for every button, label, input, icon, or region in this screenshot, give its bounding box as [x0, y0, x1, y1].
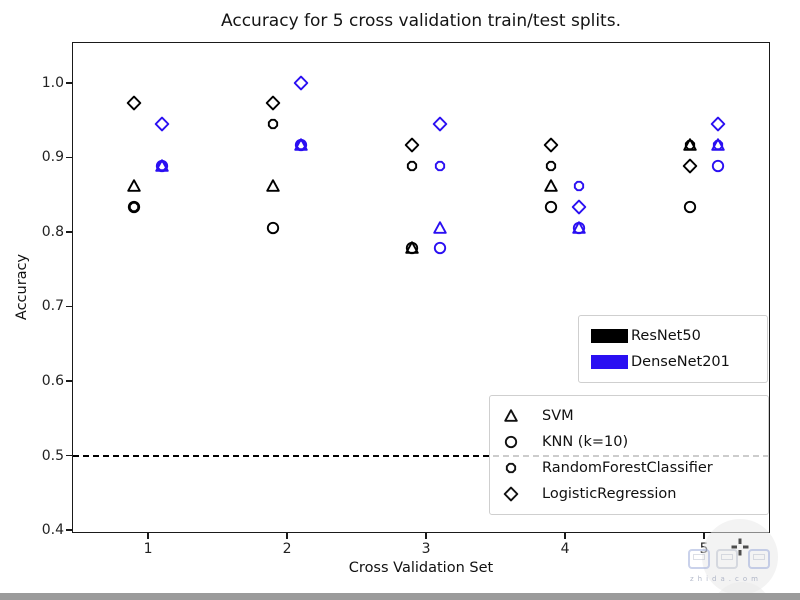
legend-classifier-item: SVM	[502, 403, 756, 429]
y-tick-label: 0.9	[41, 149, 64, 166]
marker-DenseNet201-SVM-split3	[431, 219, 449, 237]
marker-ResNet50-RandomForestClassifier-split4	[542, 157, 560, 175]
x-tick	[564, 533, 566, 539]
y-tick	[66, 454, 72, 457]
marker-ResNet50-KNNk10-split5	[681, 198, 699, 216]
legend-classifier-item: LogisticRegression	[502, 481, 756, 507]
y-tick-label: 0.5	[41, 447, 64, 464]
x-tick-label: 2	[282, 541, 292, 557]
marker-ResNet50-RandomForestClassifier-split1	[125, 198, 143, 216]
marker-DenseNet201-RandomForestClassifier-split2	[292, 136, 310, 154]
marker-DenseNet201-LogisticRegression-split1	[153, 115, 171, 133]
y-tick-label: 1.0	[41, 74, 64, 91]
marker-DenseNet201-LogisticRegression-split2	[292, 74, 310, 92]
marker-DenseNet201-RandomForestClassifier-split5	[709, 136, 727, 154]
watermark-glyph	[688, 549, 710, 569]
marker-ResNet50-KNNk10-split2	[264, 219, 282, 237]
marker-ResNet50-RandomForestClassifier-split3	[403, 157, 421, 175]
watermark-glyph	[748, 549, 770, 569]
y-tick-label: 0.8	[41, 223, 64, 240]
triangle-marker-icon	[502, 407, 542, 425]
y-tick	[66, 380, 72, 382]
marker-DenseNet201-LogisticRegression-split4	[570, 198, 588, 216]
legend-classifier-label: LogisticRegression	[542, 486, 677, 502]
marker-ResNet50-KNNk10-split4	[542, 198, 560, 216]
y-tick	[66, 82, 72, 84]
marker-ResNet50-LogisticRegression-split4	[542, 136, 560, 154]
marker-DenseNet201-KNNk10-split4	[570, 219, 588, 237]
y-tick-label: 0.6	[41, 373, 64, 389]
move-crosshair-icon	[731, 538, 749, 556]
baseline-0.5-line	[73, 454, 769, 457]
marker-DenseNet201-KNNk10-split5	[709, 157, 727, 175]
y-tick	[66, 529, 72, 531]
marker-DenseNet201-RandomForestClassifier-split1	[153, 157, 171, 175]
marker-ResNet50-LogisticRegression-split5	[681, 157, 699, 175]
x-tick	[286, 533, 288, 539]
marker-ResNet50-RandomForestClassifier-split2	[264, 115, 282, 133]
x-tick-label: 4	[560, 541, 570, 557]
marker-DenseNet201-RandomForestClassifier-split3	[431, 157, 449, 175]
bottom-border-strip	[0, 593, 800, 600]
y-tick	[66, 156, 72, 159]
x-tick-label: 1	[143, 541, 153, 557]
legend-classifiers: SVM KNN (k=10) RandomForestClassifier Lo…	[489, 395, 769, 515]
octagon-marker-icon	[502, 459, 542, 477]
circle-marker-icon	[502, 433, 542, 451]
y-tick	[66, 305, 72, 308]
marker-ResNet50-KNNk10-split3	[403, 239, 421, 257]
y-tick	[66, 231, 72, 233]
y-tick-label: 0.4	[41, 522, 64, 539]
marker-ResNet50-SVM-split1	[125, 177, 143, 195]
legend-model-label: DenseNet201	[631, 354, 730, 370]
marker-ResNet50-LogisticRegression-split2	[264, 94, 282, 112]
diamond-marker-icon	[502, 485, 542, 503]
marker-ResNet50-LogisticRegression-split3	[403, 136, 421, 154]
marker-ResNet50-SVM-split2	[264, 177, 282, 195]
legend-color-patch	[591, 329, 631, 343]
legend-color-patch	[591, 355, 631, 369]
legend-models: ResNet50 DenseNet201	[578, 315, 768, 383]
legend-model-item: ResNet50	[591, 323, 755, 349]
x-tick-label: 3	[421, 541, 431, 557]
legend-model-item: DenseNet201	[591, 349, 755, 375]
x-tick	[147, 533, 149, 539]
x-tick	[425, 533, 427, 539]
watermark-url: zhida.com	[690, 575, 762, 583]
marker-DenseNet201-LogisticRegression-split3	[431, 115, 449, 133]
marker-ResNet50-LogisticRegression-split1	[125, 94, 143, 112]
marker-ResNet50-RandomForestClassifier-split5	[681, 136, 699, 154]
marker-DenseNet201-KNNk10-split2	[292, 136, 310, 154]
legend-classifier-label: SVM	[542, 408, 574, 424]
x-axis-label: Cross Validation Set	[348, 560, 494, 576]
legend-model-label: ResNet50	[631, 328, 701, 344]
marker-ResNet50-KNNk10-split1	[125, 198, 143, 216]
legend-classifier-label: KNN (k=10)	[542, 434, 629, 450]
plot-area	[72, 42, 770, 533]
watermark-glyph	[716, 549, 738, 569]
marker-DenseNet201-KNNk10-split3	[431, 239, 449, 257]
legend-classifier-label: RandomForestClassifier	[542, 460, 713, 476]
marker-ResNet50-SVM-split4	[542, 177, 560, 195]
marker-DenseNet201-KNNk10-split1	[153, 157, 171, 175]
x-tick	[703, 533, 705, 539]
chart-title: Accuracy for 5 cross validation train/te…	[221, 11, 621, 31]
legend-classifier-item: KNN (k=10)	[502, 429, 756, 455]
marker-DenseNet201-RandomForestClassifier-split4	[570, 177, 588, 195]
marker-DenseNet201-LogisticRegression-split5	[709, 115, 727, 133]
legend-classifier-item: RandomForestClassifier	[502, 455, 756, 481]
y-tick-label: 0.7	[41, 298, 64, 315]
